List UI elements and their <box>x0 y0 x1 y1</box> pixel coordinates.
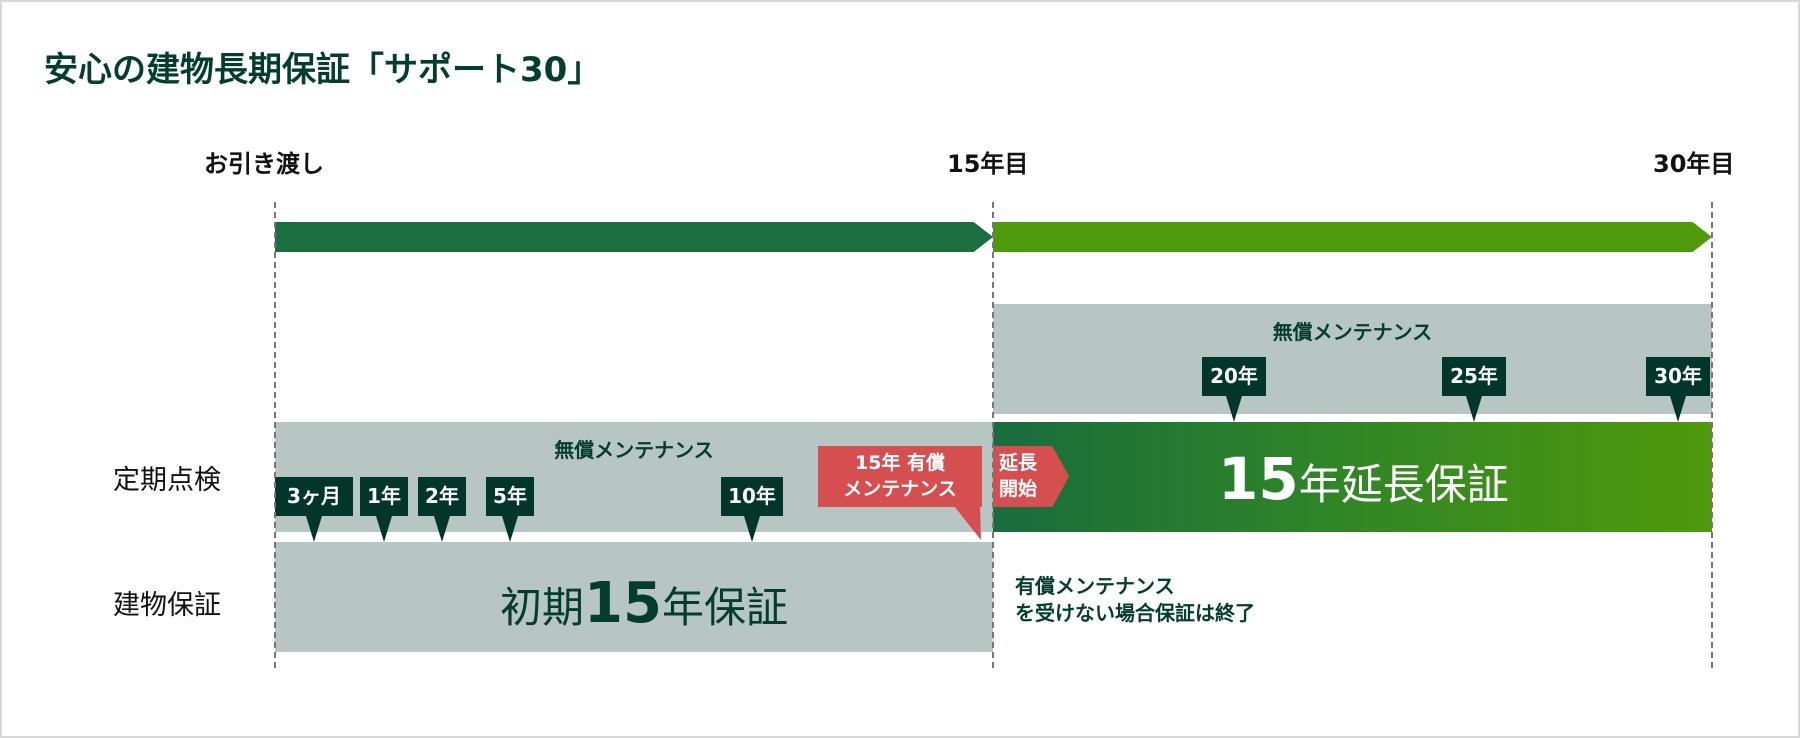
checkpoint-pointer-icon <box>1670 396 1686 422</box>
guide-line-year-15 <box>992 202 994 668</box>
checkpoint-badge-1-year: 1年 <box>360 477 408 516</box>
checkpoint-badge-2-years: 2年 <box>418 477 466 516</box>
warranty-termination-note: 有償メンテナンス を受けない場合保証は終了 <box>1015 573 1255 627</box>
checkpoint-badge-10-years: 10年 <box>721 477 783 516</box>
guide-line-handover <box>274 202 276 668</box>
note-line2: を受けない場合保証は終了 <box>1015 601 1255 625</box>
row-label-inspection: 定期点検 <box>113 465 221 496</box>
checkpoint-badge-3-months: 3ヶ月 <box>275 477 353 516</box>
checkpoint-pointer-icon <box>502 516 518 542</box>
callout-tail-pointer <box>954 506 981 540</box>
extended-warranty-suffix: 年延長保証 <box>1298 460 1509 509</box>
free-maintenance-label-extended: 無償メンテナンス <box>1272 320 1433 344</box>
extended-warranty-band <box>993 422 1712 532</box>
paid-maintenance-callout: 15年 有償 メンテナンス <box>818 446 982 507</box>
initial-warranty-number: 15 <box>584 571 662 636</box>
milestone-year-30: 30年目 <box>1653 150 1735 178</box>
timeline-arrow-phase2 <box>993 222 1712 252</box>
checkpoint-badge-5-years: 5年 <box>486 477 534 516</box>
checkpoint-pointer-icon <box>306 516 322 542</box>
checkpoint-badge-25-years: 25年 <box>1442 357 1506 396</box>
extension-start-line1: 延長 <box>999 452 1038 474</box>
extended-warranty-text: 15年延長保証 <box>1218 450 1509 508</box>
checkpoint-pointer-icon <box>376 516 392 542</box>
paid-maintenance-line2: メンテナンス <box>843 478 957 500</box>
guide-line-year-30 <box>1711 202 1713 668</box>
initial-warranty-panel <box>275 542 993 652</box>
timeline-arrow-phase1 <box>275 222 993 252</box>
milestone-handover: お引き渡し <box>204 150 324 178</box>
checkpoint-pointer-icon <box>1466 396 1482 422</box>
free-maintenance-label-initial: 無償メンテナンス <box>554 438 714 462</box>
extension-start-tag: 延長 開始 <box>993 446 1069 507</box>
checkpoint-pointer-icon <box>744 516 760 542</box>
paid-maintenance-line1: 15年 有償 <box>854 452 946 474</box>
checkpoint-pointer-icon <box>434 516 450 542</box>
initial-warranty-prefix: 初期 <box>500 583 585 632</box>
row-label-warranty: 建物保証 <box>113 590 221 621</box>
initial-warranty-suffix: 年保証 <box>661 583 788 632</box>
extension-start-line2: 開始 <box>999 478 1038 500</box>
checkpoint-badge-30-years: 30年 <box>1646 357 1710 396</box>
page-title: 安心の建物長期保証「サポート30」 <box>44 50 602 90</box>
checkpoint-pointer-icon <box>1226 396 1242 422</box>
initial-warranty-text: 初期15年保証 <box>500 576 788 632</box>
extended-warranty-number: 15 <box>1218 445 1299 513</box>
milestone-year-15: 15年目 <box>947 150 1029 178</box>
note-line1: 有償メンテナンス <box>1015 574 1175 598</box>
checkpoint-badge-20-years: 20年 <box>1202 357 1266 396</box>
free-maintenance-panel-extended <box>993 304 1712 414</box>
